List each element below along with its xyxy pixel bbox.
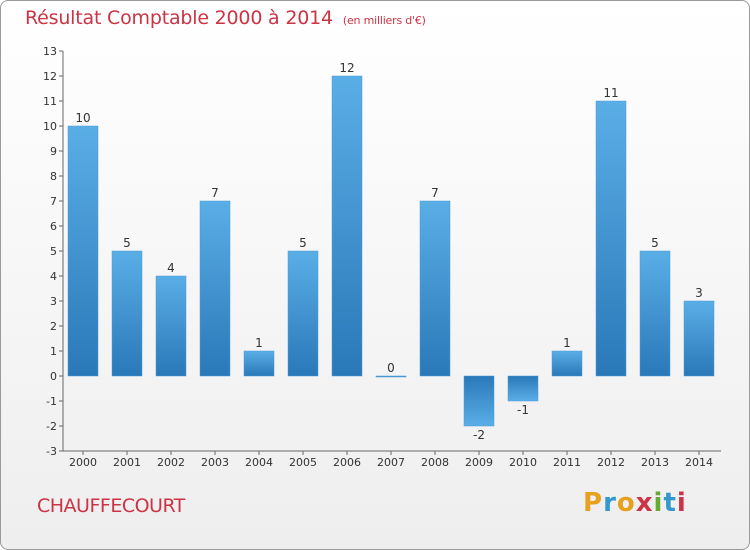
y-tick-label: 9 (50, 145, 57, 158)
y-tick-label: 8 (50, 170, 57, 183)
bar (507, 375, 539, 402)
y-tick-label: 13 (43, 45, 57, 58)
bar-value-label: 0 (387, 361, 395, 375)
title-text: Résultat Comptable 2000 à 2014 (25, 7, 333, 29)
y-tick-label: 1 (50, 345, 57, 358)
bar-value-label: -1 (517, 403, 529, 417)
x-tick-label: 2000 (69, 456, 97, 469)
y-tick-label: 12 (43, 70, 57, 83)
x-tick-label: 2013 (641, 456, 669, 469)
x-tick-label: 2006 (333, 456, 361, 469)
y-tick-label: -1 (46, 395, 57, 408)
y-tick-label: 5 (50, 245, 57, 258)
unit-label: (en milliers d'€) (342, 14, 426, 27)
x-tick-label: 2011 (553, 456, 581, 469)
x-tick-label: 2001 (113, 456, 141, 469)
bar-value-label: 5 (651, 236, 659, 250)
y-tick-label: 6 (50, 220, 57, 233)
logo-letter: x (635, 488, 654, 518)
commune-name: CHAUFFECOURT (37, 495, 185, 517)
y-tick-label: -2 (46, 420, 57, 433)
bar-value-label: 3 (695, 286, 703, 300)
x-tick-label: 2008 (421, 456, 449, 469)
bar (595, 100, 627, 377)
x-tick-label: 2010 (509, 456, 537, 469)
bar (331, 75, 363, 377)
bar (463, 375, 495, 427)
bar-value-label: 12 (339, 61, 354, 75)
y-tick-label: 4 (50, 270, 57, 283)
y-tick-label: 0 (50, 370, 57, 383)
bar (67, 125, 99, 377)
logo-letter: r (603, 488, 617, 518)
bar-value-label: 5 (123, 236, 131, 250)
bar-value-label: 1 (255, 336, 263, 350)
y-tick-label: -3 (46, 445, 57, 458)
bar-value-label: 1 (563, 336, 571, 350)
bar (683, 300, 715, 377)
bar (287, 250, 319, 377)
bars (67, 75, 715, 427)
bar (199, 200, 231, 377)
y-tick-label: 11 (43, 95, 57, 108)
bar (419, 200, 451, 377)
bar-value-label: 10 (75, 111, 90, 125)
bar-value-label: 7 (211, 186, 219, 200)
x-tick-label: 2004 (245, 456, 273, 469)
y-tick-label: 10 (43, 120, 57, 133)
logo-letter: i (653, 488, 664, 518)
logo-letter: P (583, 488, 604, 518)
bar (639, 250, 671, 377)
x-tick-label: 2009 (465, 456, 493, 469)
bar (375, 375, 407, 378)
x-tick-label: 2002 (157, 456, 185, 469)
bar-value-label: 4 (167, 261, 175, 275)
bar (111, 250, 143, 377)
bar-value-label: -2 (473, 428, 485, 442)
bar-value-label: 5 (299, 236, 307, 250)
logo-letter: o (616, 488, 636, 518)
bar (243, 350, 275, 377)
y-tick-label: 7 (50, 195, 57, 208)
bar (551, 350, 583, 377)
logo-letter: t (663, 488, 677, 518)
x-tick-label: 2005 (289, 456, 317, 469)
x-tick-label: 2003 (201, 456, 229, 469)
y-tick-label: 2 (50, 320, 57, 333)
logo-letter: i (676, 488, 687, 518)
x-tick-label: 2012 (597, 456, 625, 469)
x-tick-label: 2007 (377, 456, 405, 469)
bar (155, 275, 187, 377)
bar-value-label: 7 (431, 186, 439, 200)
bar-value-label: 11 (603, 86, 618, 100)
chart-title: Résultat Comptable 2000 à 2014 (en millie… (25, 7, 426, 29)
y-tick-label: 3 (50, 295, 57, 308)
proxiti-logo: Proxiti (583, 488, 687, 518)
x-tick-label: 2014 (685, 456, 713, 469)
